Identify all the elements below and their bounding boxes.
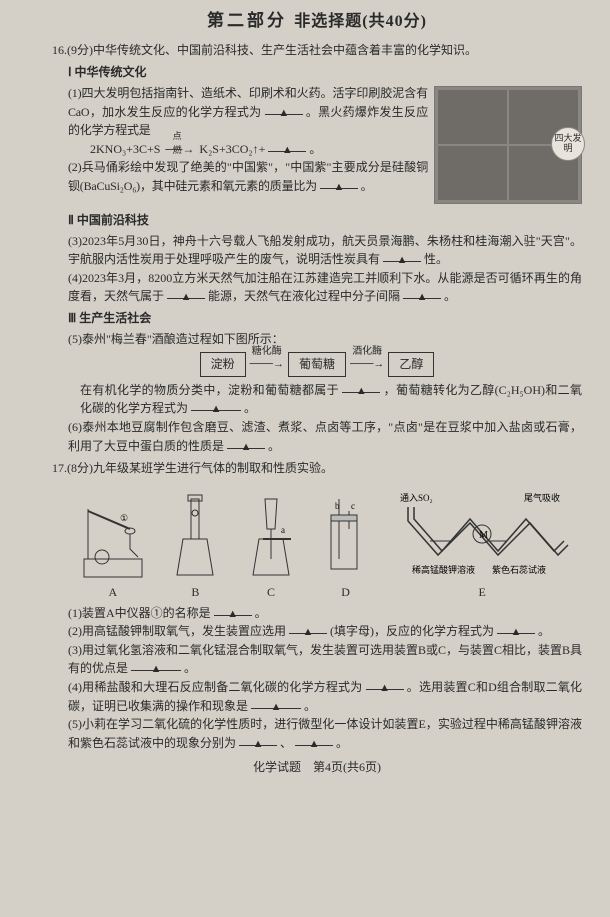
- q17-4: (4)用稀盐酸和大理石反应制备二氧化碳的化学方程式为 ▲ 。选用装置C和D组合制…: [68, 678, 582, 715]
- q17-2-text-b: (填字母)，反应的化学方程式为: [330, 624, 494, 638]
- period: 。: [444, 289, 456, 303]
- flow-arrow-2: ───→酒化酶: [350, 356, 384, 373]
- apparatus-d: b c D: [321, 489, 371, 602]
- apparatus-b-svg: [169, 489, 221, 581]
- q17-5: (5)小莉在学习二氧化硫的化学性质时，进行微型化一体设计如装置E，实验过程中稀高…: [68, 715, 582, 752]
- label-a: A: [108, 583, 117, 602]
- q16-4-text-b: 能源，天然气在液化过程中分子间隔: [208, 289, 400, 303]
- part-title: 第二部分: [207, 11, 287, 30]
- q17-2-text-a: (2)用高锰酸钾制取氧气，发生装置应选用: [68, 624, 286, 638]
- e-outlet-label: 尾气吸收: [524, 492, 560, 503]
- q16-section-3: Ⅲ 生产生活社会: [68, 309, 582, 328]
- apparatus-c-svg: a: [245, 489, 297, 581]
- blank: ▲: [289, 622, 327, 634]
- blank: ▲: [167, 287, 205, 299]
- q16-6-text: (6)泰州本地豆腐制作包含磨豆、滤渣、煮浆、点卤等工序，"点卤"是在豆浆中加入盐…: [68, 420, 582, 453]
- q16-6: (6)泰州本地豆腐制作包含磨豆、滤渣、煮浆、点卤等工序，"点卤"是在豆浆中加入盐…: [68, 418, 582, 455]
- blank: ▲: [268, 140, 306, 152]
- q16-3: (3)2023年5月30日，神舟十六号载人飞船发射成功，航天员景海鹏、朱杨柱和桂…: [68, 232, 582, 269]
- svg-text:M: M: [479, 530, 488, 541]
- period: 。: [244, 401, 256, 415]
- e-left-label: 稀高锰酸钾溶液: [412, 564, 475, 575]
- blank: ▲: [251, 697, 301, 709]
- formula-lhs: 2KNO₃+3C+S: [90, 142, 160, 156]
- q16-5-intro: (5)泰州"梅兰春"酒酿造过程如下图所示：: [68, 330, 582, 349]
- blank: ▲: [403, 287, 441, 299]
- svg-text:c: c: [351, 501, 355, 511]
- blank: ▲: [227, 437, 265, 449]
- blank: ▲: [366, 678, 404, 690]
- arrow-label: 糖化酶: [252, 344, 282, 360]
- q16-5: 在有机化学的物质分类中，淀粉和葡萄糖都属于 ▲ ，葡萄糖转化为乙醇(C₂H₅OH…: [80, 381, 582, 418]
- period: 。: [538, 624, 550, 638]
- image-badge: 四大发明: [551, 127, 585, 161]
- q17-5-text-b: 、: [280, 736, 292, 750]
- q16-3-tail: 性。: [424, 252, 448, 266]
- q17-4-text-a: (4)用稀盐酸和大理石反应制备二氧化碳的化学方程式为: [68, 680, 362, 694]
- q16-4: (4)2023年3月，8200立方米天然气加注船在江苏建造完工并顺利下水。从能源…: [68, 269, 582, 306]
- label-e: E: [479, 583, 486, 602]
- q17-stem: 17.(8分)九年级某班学生进行气体的制取和性质实验。: [52, 459, 582, 478]
- period: 。: [361, 179, 373, 193]
- apparatus-a-svg: ①: [80, 489, 146, 581]
- apparatus-c: a C: [245, 489, 297, 602]
- period: 。: [184, 661, 196, 675]
- q16-section-1: Ⅰ 中华传统文化: [68, 63, 582, 82]
- apparatus-e-svg: 通入SO₂ 尾气吸收 稀高锰酸钾溶液 紫色石蕊试液 M: [394, 489, 570, 581]
- svg-text:①: ①: [120, 513, 128, 523]
- period: 。: [304, 699, 316, 713]
- q16-section-2: Ⅱ 中国前沿科技: [68, 211, 582, 230]
- blank: ▲: [191, 399, 241, 411]
- q17-1: (1)装置A中仪器①的名称是 ▲ 。: [68, 604, 582, 623]
- blank: ▲: [497, 622, 535, 634]
- brewing-flowchart: 淀粉 ───→糖化酶 葡萄糖 ───→酒化酶 乙醇: [52, 352, 582, 377]
- e-right-label: 紫色石蕊试液: [492, 564, 546, 575]
- blank: ▲: [320, 177, 358, 189]
- q16-stem: 16.(9分)中华传统文化、中国前沿科技、生产生活社会中蕴含着丰富的化学知识。: [52, 41, 582, 60]
- apparatus-e: 通入SO₂ 尾气吸收 稀高锰酸钾溶液 紫色石蕊试液 M E: [394, 489, 570, 602]
- q17-2: (2)用高锰酸钾制取氧气，发生装置应选用 ▲ (填字母)，反应的化学方程式为 ▲…: [68, 622, 582, 641]
- arrow-condition: 点燃: [173, 130, 188, 158]
- label-d: D: [341, 583, 350, 602]
- part-header: 第二部分 非选择题(共40分): [52, 8, 582, 35]
- flow-box-3: 乙醇: [388, 352, 434, 377]
- flow-box-1: 淀粉: [200, 352, 246, 377]
- q16-5-text-a: 在有机化学的物质分类中，淀粉和葡萄糖都属于: [80, 383, 339, 397]
- blank: ▲: [383, 250, 421, 262]
- four-inventions-image: 四大发明: [434, 86, 582, 204]
- q16-2-text: (2)兵马俑彩绘中发现了绝美的"中国紫"，"中国紫"主要成分是硅酸铜钡(BaCu…: [68, 160, 428, 193]
- period: 。: [309, 142, 321, 156]
- apparatus-a: ① A: [80, 489, 146, 602]
- apparatus-diagrams: ① A B a C b c D: [68, 484, 582, 602]
- flow-box-2: 葡萄糖: [288, 352, 346, 377]
- period: 。: [255, 606, 267, 620]
- blank: ▲: [214, 604, 252, 616]
- blank: ▲: [295, 734, 333, 746]
- label-b: B: [191, 583, 199, 602]
- blank: ▲: [239, 734, 277, 746]
- label-c: C: [267, 583, 275, 602]
- e-inlet-label: 通入SO₂: [400, 493, 433, 503]
- flow-arrow-1: ───→糖化酶: [250, 356, 284, 373]
- svg-text:a: a: [281, 525, 285, 535]
- blank: ▲: [342, 381, 380, 393]
- blank: ▲: [265, 103, 303, 115]
- page-footer: 化学试题 第4页(共6页): [52, 758, 582, 777]
- q17-1-text: (1)装置A中仪器①的名称是: [68, 606, 211, 620]
- svg-text:b: b: [335, 501, 340, 511]
- q16-3-text: (3)2023年5月30日，神舟十六号载人飞船发射成功，航天员景海鹏、朱杨柱和桂…: [68, 234, 582, 267]
- arrow-label: 酒化酶: [352, 344, 382, 360]
- blank: ▲: [131, 659, 181, 671]
- apparatus-b: B: [169, 489, 221, 602]
- apparatus-d-svg: b c: [321, 489, 371, 581]
- part-subtitle: 非选择题(共40分): [294, 13, 427, 30]
- period: 。: [268, 439, 280, 453]
- formula-rhs: K₂S+3CO₂↑+: [199, 142, 265, 156]
- q17-3: (3)用过氧化氢溶液和二氧化锰混合制取氧气，发生装置可选用装置B或C，与装置C相…: [68, 641, 582, 678]
- period: 。: [336, 736, 348, 750]
